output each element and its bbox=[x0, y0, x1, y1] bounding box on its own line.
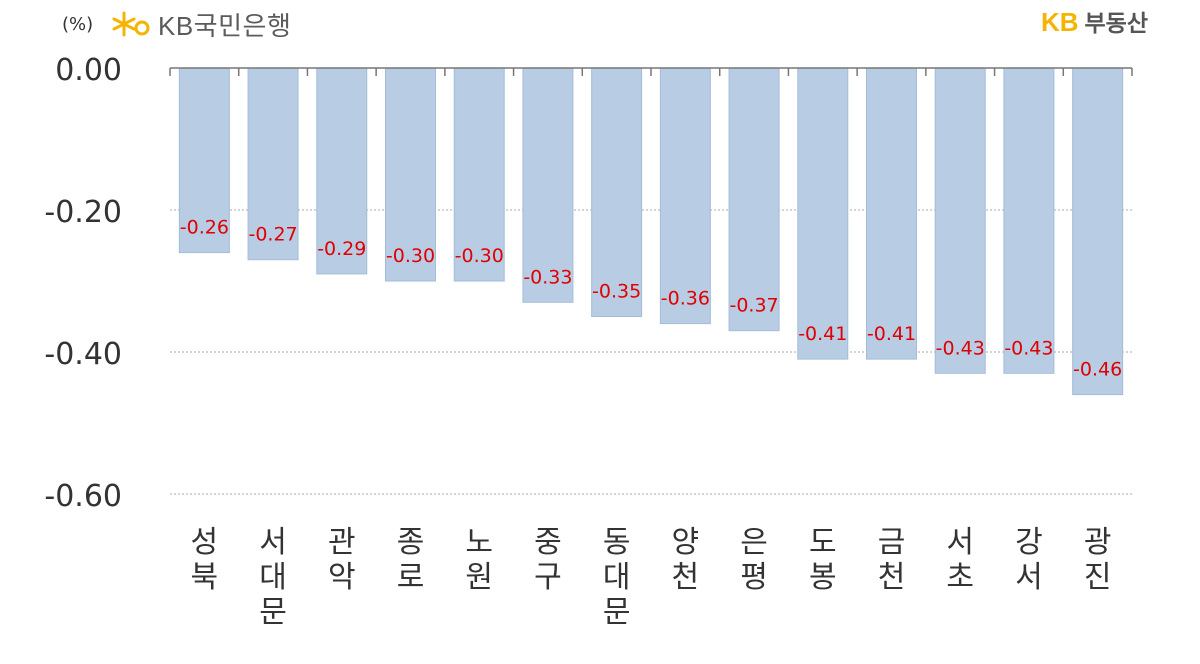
bar bbox=[453, 67, 505, 282]
bar bbox=[866, 67, 917, 360]
data-label: -0.29 bbox=[317, 238, 366, 260]
data-label: -0.41 bbox=[798, 323, 847, 345]
bar bbox=[1003, 67, 1055, 374]
bar bbox=[522, 67, 574, 303]
kb-realestate-logo-kb: KB bbox=[1040, 7, 1079, 37]
kb-star-icon bbox=[112, 11, 150, 37]
data-label: -0.30 bbox=[386, 245, 435, 267]
data-label: -0.26 bbox=[180, 217, 229, 239]
data-label: -0.41 bbox=[867, 323, 916, 345]
y-tick-label: -0.40 bbox=[44, 337, 122, 372]
kb-kookmin-logo-text: KB국민은행 bbox=[158, 10, 292, 41]
data-label: -0.37 bbox=[729, 295, 778, 317]
bar bbox=[728, 67, 780, 332]
data-label: -0.33 bbox=[523, 266, 572, 288]
bar bbox=[797, 67, 849, 360]
data-label: -0.43 bbox=[1004, 337, 1053, 359]
kb-realestate-logo: KB 부동산 bbox=[1041, 4, 1148, 38]
bar bbox=[591, 67, 643, 317]
kb-kookmin-logo: KB국민은행 bbox=[112, 6, 291, 42]
data-label: -0.43 bbox=[936, 337, 985, 359]
data-label: -0.27 bbox=[248, 224, 297, 246]
bar bbox=[659, 67, 711, 325]
y-tick-label: -0.60 bbox=[44, 479, 122, 514]
data-label: -0.30 bbox=[455, 245, 504, 267]
kb-realestate-logo-name: 부동산 bbox=[1084, 11, 1148, 37]
bar bbox=[385, 67, 436, 282]
bar bbox=[1072, 67, 1124, 396]
bar bbox=[934, 67, 986, 374]
unit-label: (%) bbox=[62, 14, 94, 35]
data-label: -0.46 bbox=[1073, 359, 1122, 381]
data-label: -0.36 bbox=[661, 288, 710, 310]
data-label: -0.35 bbox=[592, 281, 641, 303]
y-tick-label: -0.20 bbox=[44, 195, 122, 230]
y-tick-label: 0.00 bbox=[55, 53, 122, 88]
